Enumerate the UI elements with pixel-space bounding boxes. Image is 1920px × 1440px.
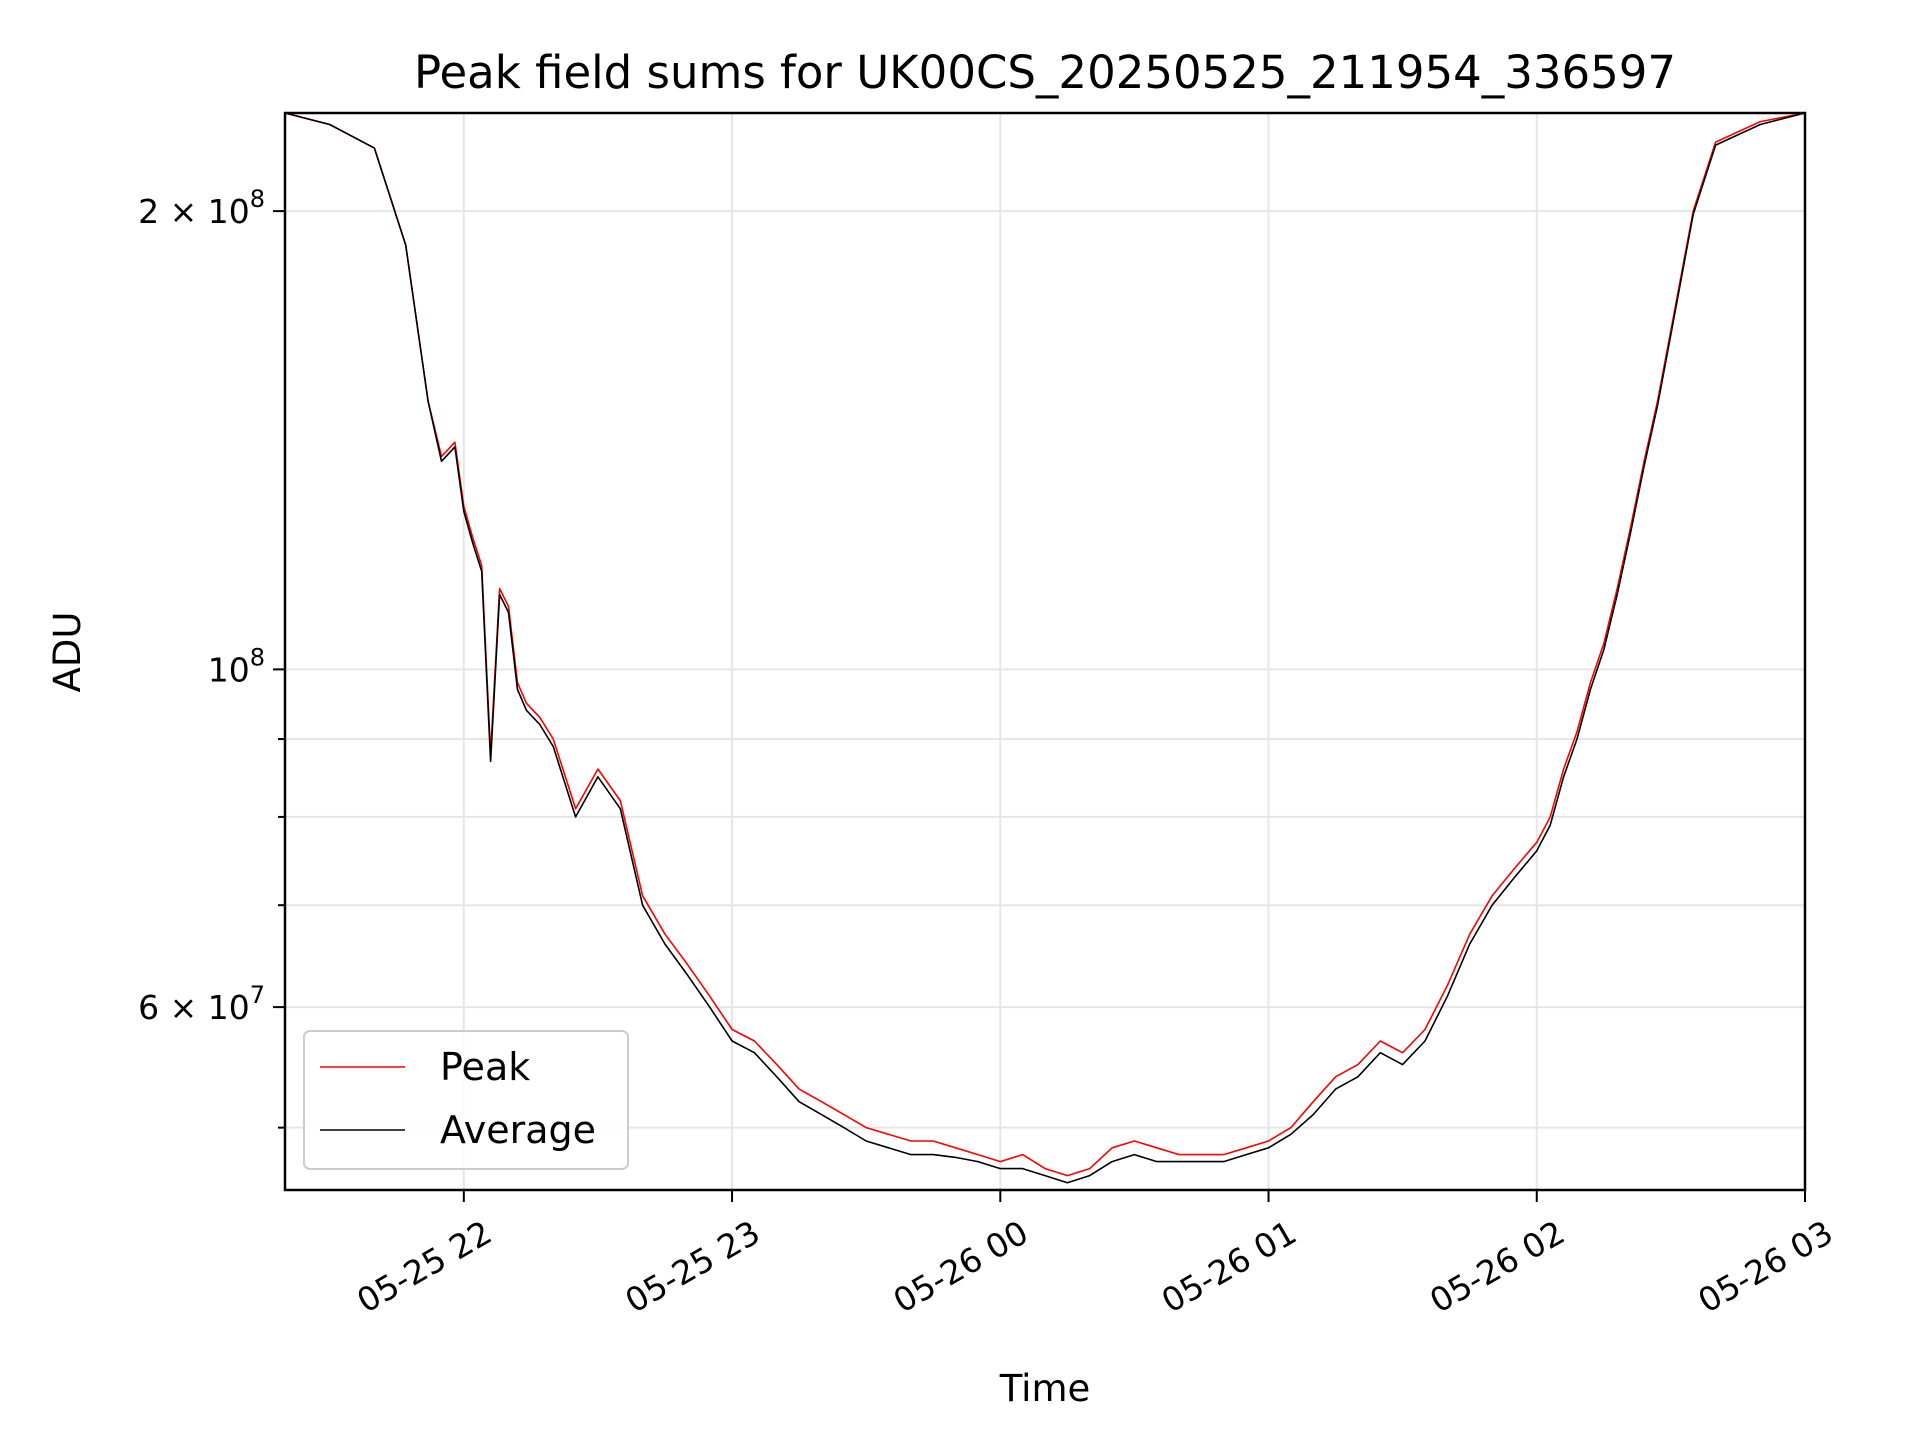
x-axis-label: Time <box>999 1367 1091 1410</box>
y-axis-label: ADU <box>46 612 89 693</box>
plot-frame <box>283 111 1807 1192</box>
series-line-average <box>284 112 1806 1184</box>
y-tick-label-1: 108 <box>208 643 265 689</box>
plot-series <box>284 112 1806 1184</box>
y-tick-label-2: 2 × 108 <box>138 185 265 231</box>
legend-box <box>303 1030 629 1170</box>
legend: Peak Average <box>303 1030 629 1170</box>
legend-label-peak: Peak <box>440 1045 530 1089</box>
chart-title: Peak field sums for UK00CS_20250525_2119… <box>414 46 1676 99</box>
y-tick-label-0: 6 × 107 <box>138 981 265 1027</box>
y-axis-ticks: 6 × 107 108 2 × 108 <box>138 185 285 1129</box>
legend-label-average: Average <box>440 1108 596 1152</box>
